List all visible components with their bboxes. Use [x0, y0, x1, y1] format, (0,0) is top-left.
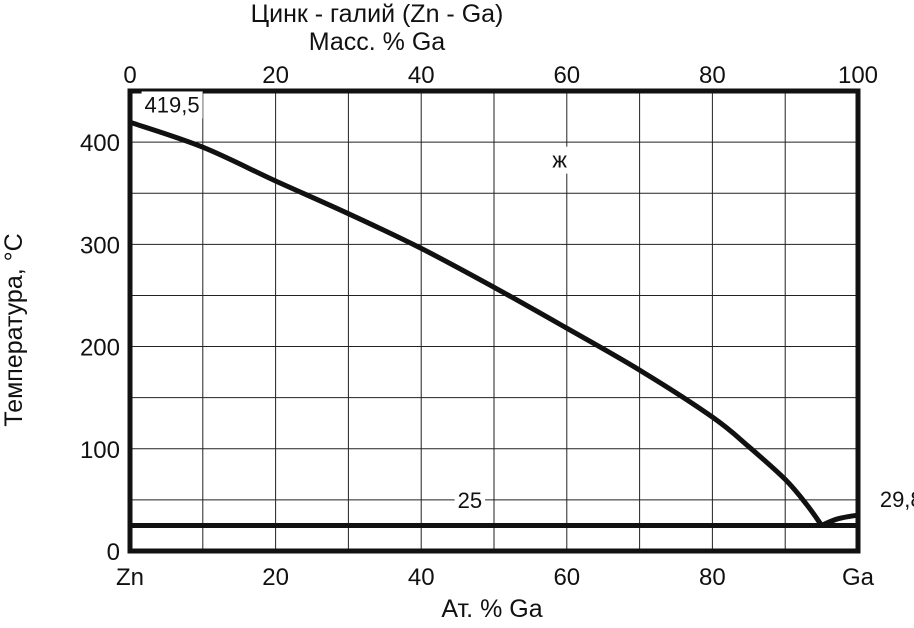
x-tick-label: 40 — [408, 564, 435, 591]
top-tick-label: 0 — [123, 62, 136, 89]
chart-title: Цинк - галий (Zn - Ga) — [251, 0, 504, 28]
top-tick-label: 100 — [838, 62, 878, 89]
top-tick-label: 80 — [699, 62, 726, 89]
annotation-label: 25 — [458, 488, 482, 513]
annotation-background — [876, 486, 914, 514]
series-layer — [127, 119, 861, 528]
x-tick-label: 60 — [553, 564, 580, 591]
plot-frame — [127, 88, 861, 554]
y-tick-label: 200 — [80, 335, 120, 362]
x-tick-label: Zn — [116, 564, 144, 591]
annotation-label: 419,5 — [145, 92, 200, 117]
annotation-background — [141, 91, 203, 119]
y-tick-label: 100 — [80, 437, 120, 464]
x-axis-title: Ат. % Ga — [441, 595, 542, 623]
annotation-label: ж — [552, 148, 567, 173]
label-layer: Zn 20 40 60 80 Ga 0 20 40 60 80 100 0 100 200 300 400 419… — [80, 62, 914, 591]
annotation-background — [549, 146, 571, 174]
y-tick-label: 300 — [80, 232, 120, 259]
x-tick-label: 80 — [699, 564, 726, 591]
y-axis-title: Температура, °С — [0, 233, 28, 426]
x-tick-label: Ga — [842, 564, 875, 591]
annotation-background — [454, 487, 486, 515]
liquidus-curve-1 — [127, 119, 825, 528]
y-tick-label: 0 — [107, 539, 120, 566]
top-tick-label: 40 — [408, 62, 435, 89]
grid-layer — [130, 91, 858, 551]
x-tick-label: 20 — [262, 564, 289, 591]
liquidus-curve-2 — [819, 512, 861, 528]
y-tick-label: 400 — [80, 130, 120, 157]
top-tick-label: 60 — [553, 62, 580, 89]
top-axis-title: Масс. % Ga — [309, 28, 446, 56]
annotation-label: 29,8 — [880, 487, 914, 512]
top-tick-label: 20 — [262, 62, 289, 89]
